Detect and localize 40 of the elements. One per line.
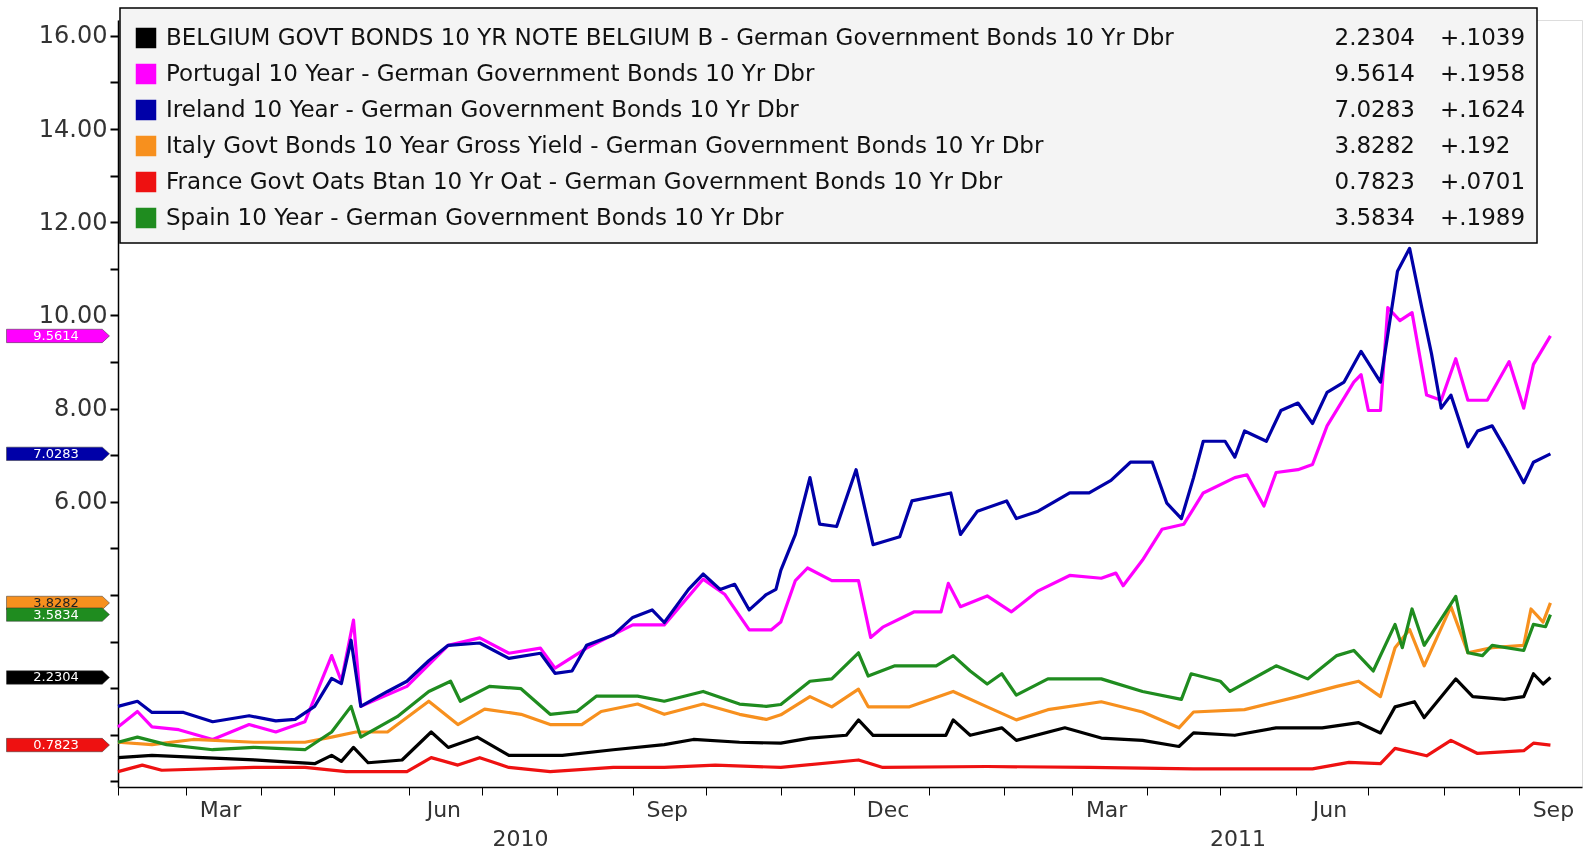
y-tick-label: 10.00 [38, 300, 108, 329]
legend-label: Italy Govt Bonds 10 Year Gross Yield - German Government Bonds 10 Yr Dbr [166, 132, 1044, 158]
annotation: +.192 [1440, 132, 1511, 158]
annotation: 9.5614 [1334, 60, 1415, 86]
annotation: 2.2304 [1334, 24, 1415, 50]
annotation: 7.0283 [1334, 96, 1415, 122]
y-tick-label: 14.00 [38, 114, 108, 143]
legend-label: BELGIUM GOVT BONDS 10 YR NOTE BELGIUM B - German Government Bonds 10 Yr Dbr [166, 24, 1175, 50]
text: 2.2304 [33, 669, 79, 685]
line-series [116, 305, 1553, 742]
legend-label: Portugal 10 Year - German Government Bonds 10 Yr Dbr [166, 60, 815, 86]
x-tick-label: Dec [866, 796, 910, 822]
legend-label: France Govt Oats Btan 10 Yr Oat - German Government Bonds 10 Yr Dbr [166, 168, 1003, 194]
annotation: +.1624 [1440, 96, 1526, 122]
y-tick-label: 12.00 [38, 207, 108, 236]
text: 2010 [492, 826, 549, 851]
annotation: +.1039 [1440, 24, 1526, 50]
x-tick-label: Sep [1532, 796, 1575, 822]
text: 7.0283 [33, 445, 79, 461]
x-tick-label: Sep [646, 796, 688, 822]
x-tick-label: Jun [1310, 796, 1348, 822]
line-series [116, 246, 1553, 724]
annotation: 3.8282 [1334, 132, 1415, 158]
y-tick-label: 6.00 [54, 487, 108, 516]
x-tick-label: Mar [1085, 796, 1129, 822]
text: 0.7823 [33, 737, 79, 753]
y-tick-label: 8.00 [54, 394, 108, 423]
text: 2011 [1209, 826, 1266, 851]
x-tick-label: Mar [199, 796, 243, 822]
annotation: +.1989 [1440, 204, 1526, 230]
annotation: +.0701 [1440, 168, 1526, 194]
line-series [116, 738, 1553, 774]
annotation: 0.7823 [1334, 168, 1415, 194]
text: 9.5614 [33, 327, 79, 343]
x-tick-label: Jun [424, 796, 462, 822]
annotation: +.1958 [1440, 60, 1526, 86]
y-tick-label: 16.00 [38, 21, 108, 50]
annotation: 3.5834 [1334, 204, 1415, 230]
legend-label: Spain 10 Year - German Government Bonds 10 Yr Dbr [166, 204, 784, 230]
legend-label: Ireland 10 Year - German Government Bonds 10 Yr Dbr [166, 96, 800, 122]
